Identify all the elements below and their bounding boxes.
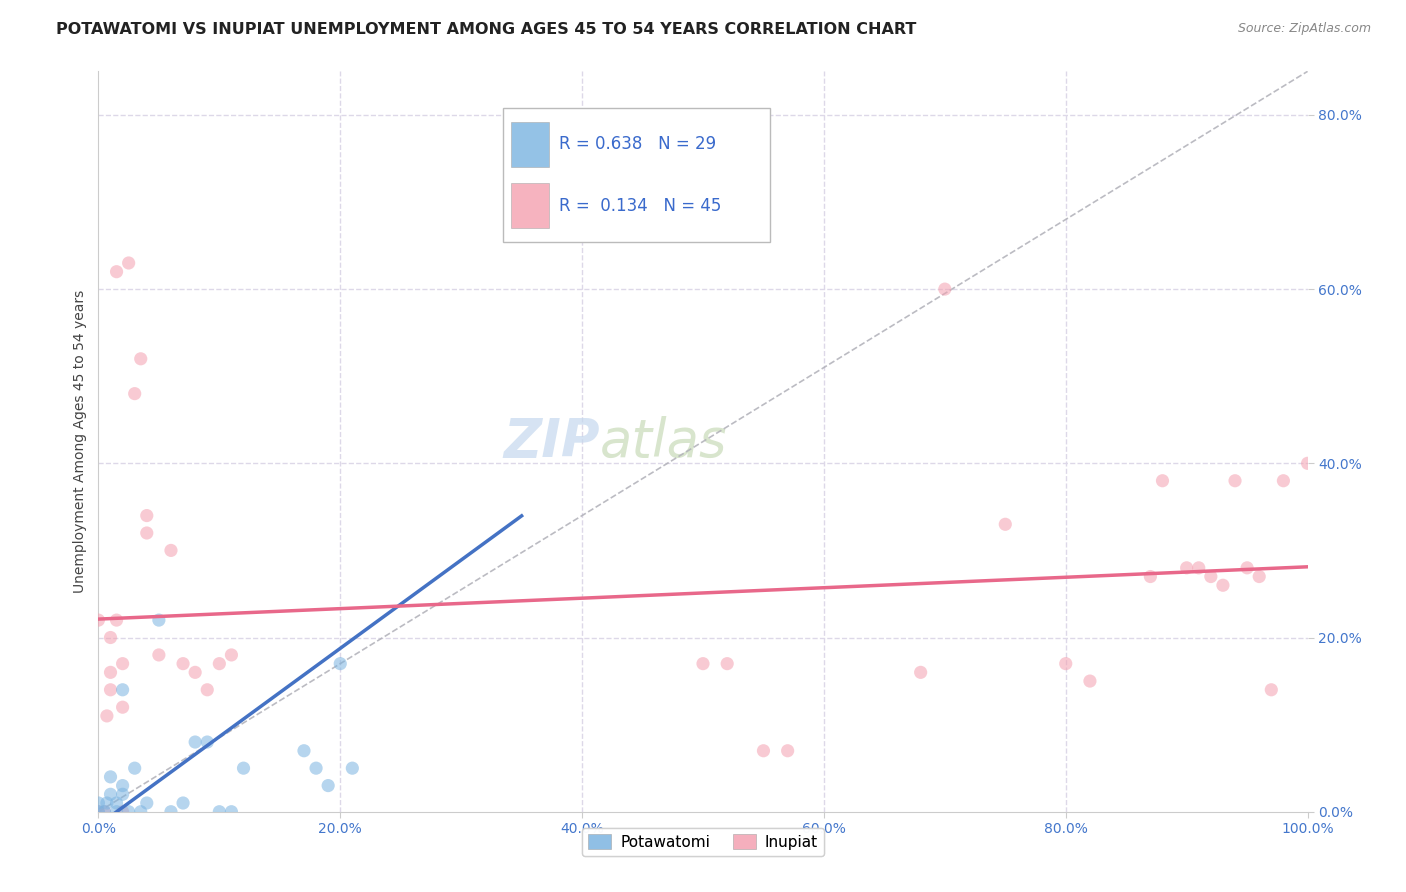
Point <box>184 665 207 680</box>
Point <box>124 386 146 401</box>
Point <box>124 761 146 775</box>
Point <box>752 744 775 758</box>
Point <box>96 796 118 810</box>
Point <box>148 613 170 627</box>
Point <box>1054 657 1077 671</box>
Point <box>105 265 128 279</box>
Point <box>160 805 183 819</box>
Point <box>910 665 932 680</box>
Point <box>135 526 157 541</box>
Point <box>100 631 122 645</box>
Point <box>1296 456 1319 470</box>
Point <box>105 805 128 819</box>
Point <box>510 221 533 235</box>
Point <box>87 805 110 819</box>
Point <box>100 682 122 697</box>
Point <box>93 805 115 819</box>
Point <box>195 735 218 749</box>
Point <box>776 744 799 758</box>
Point <box>111 657 134 671</box>
Point <box>118 805 141 819</box>
Point <box>111 700 134 714</box>
Point <box>221 805 243 819</box>
Point <box>100 665 122 680</box>
Text: Source: ZipAtlas.com: Source: ZipAtlas.com <box>1237 22 1371 36</box>
Point <box>1249 569 1271 583</box>
Point <box>716 657 738 671</box>
Point <box>1272 474 1295 488</box>
Point <box>100 787 122 801</box>
Point <box>129 805 152 819</box>
Point <box>1212 578 1234 592</box>
Point <box>111 779 134 793</box>
Point <box>148 648 170 662</box>
Point <box>96 709 118 723</box>
Legend: Potawatomi, Inupiat: Potawatomi, Inupiat <box>582 828 824 856</box>
Point <box>1188 561 1211 575</box>
Text: POTAWATOMI VS INUPIAT UNEMPLOYMENT AMONG AGES 45 TO 54 YEARS CORRELATION CHART: POTAWATOMI VS INUPIAT UNEMPLOYMENT AMONG… <box>56 22 917 37</box>
Point <box>111 682 134 697</box>
Point <box>172 796 194 810</box>
Point <box>994 517 1017 532</box>
Point <box>1223 474 1246 488</box>
Point <box>934 282 956 296</box>
Point <box>232 761 254 775</box>
Point <box>105 613 128 627</box>
Point <box>87 805 110 819</box>
Point <box>111 787 134 801</box>
Point <box>118 256 141 270</box>
Point <box>208 657 231 671</box>
Point <box>172 657 194 671</box>
Point <box>93 805 115 819</box>
Point <box>342 761 364 775</box>
Point <box>305 761 328 775</box>
Text: atlas: atlas <box>600 416 728 467</box>
Point <box>111 805 134 819</box>
Point <box>87 613 110 627</box>
Point <box>1175 561 1198 575</box>
Point <box>184 735 207 749</box>
Point <box>1236 561 1258 575</box>
Point <box>1199 569 1222 583</box>
Point <box>1139 569 1161 583</box>
Point <box>100 770 122 784</box>
Point <box>221 648 243 662</box>
Point <box>208 805 231 819</box>
Point <box>135 796 157 810</box>
Point <box>105 796 128 810</box>
Y-axis label: Unemployment Among Ages 45 to 54 years: Unemployment Among Ages 45 to 54 years <box>73 290 87 593</box>
Point <box>329 657 352 671</box>
Point <box>195 682 218 697</box>
Point <box>129 351 152 366</box>
Point <box>87 796 110 810</box>
Point <box>1078 674 1101 689</box>
Point <box>1260 682 1282 697</box>
Point <box>160 543 183 558</box>
Point <box>1152 474 1174 488</box>
Text: ZIP: ZIP <box>503 416 600 467</box>
Point <box>135 508 157 523</box>
Point <box>692 657 714 671</box>
Point <box>292 744 315 758</box>
Point <box>316 779 339 793</box>
